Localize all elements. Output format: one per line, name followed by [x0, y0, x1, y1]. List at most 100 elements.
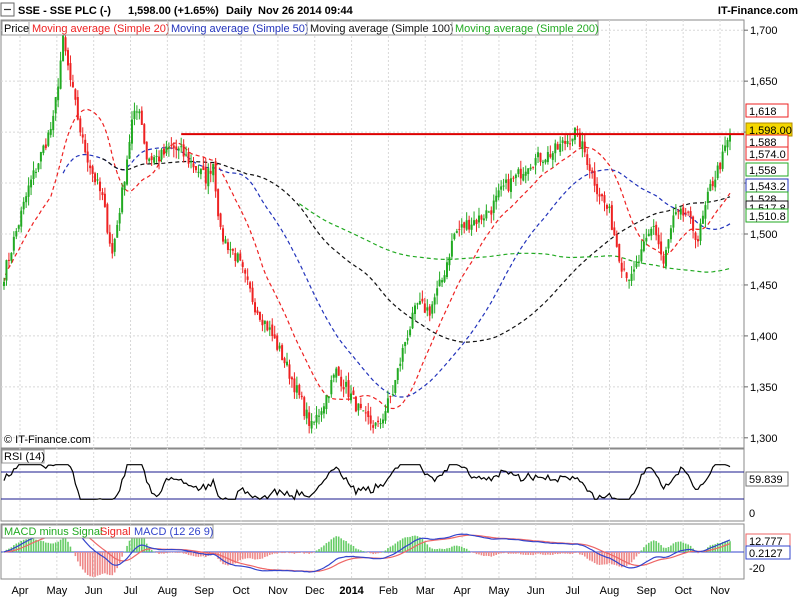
- price-candle: [42, 144, 45, 156]
- price-candle: [603, 191, 606, 212]
- price-candle: [367, 402, 370, 425]
- price-candle: [514, 173, 517, 186]
- x-tick-label: Jul: [566, 585, 580, 597]
- candle-body: [74, 89, 77, 100]
- candle-body: [618, 243, 621, 262]
- legend-ma50[interactable]: Moving average (Simple 50): [171, 23, 309, 35]
- timestamp-label: Nov 26 2014 09:44: [258, 5, 354, 17]
- macd-legend-hist[interactable]: MACD minus Signal: [4, 526, 102, 538]
- price-candle: [490, 206, 493, 224]
- macd-hist-bar: [57, 541, 59, 552]
- price-candle: [374, 422, 377, 429]
- candle-body: [445, 262, 448, 278]
- macd-hist-bar: [89, 552, 91, 577]
- candle-body: [650, 228, 653, 236]
- candle-body: [394, 380, 397, 393]
- price-candle: [273, 325, 276, 339]
- macd-hist-bar: [554, 552, 557, 554]
- price-candle: [505, 173, 508, 190]
- macd-hist-bar: [197, 552, 200, 557]
- candle-body: [342, 386, 345, 390]
- candle-body: [96, 179, 99, 181]
- macd-hist-bar: [468, 550, 470, 552]
- candle-body: [674, 212, 677, 215]
- collapse-icon[interactable]: [0, 2, 15, 17]
- price-candle: [701, 210, 704, 224]
- candle-body: [477, 215, 480, 223]
- price-candle: [453, 232, 456, 241]
- candle-body: [202, 165, 205, 171]
- price-candle: [310, 413, 313, 434]
- price-candle: [519, 160, 522, 185]
- price-candle: [94, 171, 97, 186]
- price-candle: [190, 154, 193, 169]
- candle-body: [620, 262, 623, 272]
- legend-ma200[interactable]: Moving average (Simple 200): [455, 23, 599, 35]
- price-candle: [433, 293, 436, 314]
- macd-hist-bar: [81, 552, 84, 570]
- price-candle: [655, 221, 658, 241]
- macd-hist-bar: [684, 543, 687, 552]
- legend-ma20[interactable]: Moving average (Simple 20): [32, 23, 170, 35]
- macd-hist-bar: [539, 552, 542, 555]
- price-candle: [172, 142, 175, 158]
- price-candle: [477, 207, 480, 229]
- price-candle: [135, 105, 138, 120]
- legend-price[interactable]: Price: [4, 23, 29, 35]
- candle-body: [350, 393, 353, 401]
- price-candle: [261, 314, 264, 332]
- price-candle: [111, 233, 114, 259]
- candle-body: [665, 249, 668, 267]
- macd-legend-macd[interactable]: MACD (12 26 9): [134, 526, 213, 538]
- price-candle: [15, 228, 18, 240]
- macd-hist-bar: [47, 542, 50, 552]
- macd-legend-signal[interactable]: Signal: [100, 526, 131, 538]
- price-candle: [231, 248, 234, 255]
- x-tick-label: Nov: [710, 585, 730, 597]
- macd-hist-bar: [601, 552, 603, 565]
- signal-last-tag: [745, 545, 791, 560]
- macd-hist-bar: [17, 542, 20, 552]
- candle-body: [655, 224, 658, 236]
- time-axis-labels: Apr May Jun Jul Aug Sep Oct Nov Dec 2014 Feb Mar Apr…: [11, 585, 730, 597]
- macd-hist-bar: [630, 552, 633, 563]
- macd-hist-bar: [278, 552, 281, 553]
- macd-hist-bar: [638, 552, 640, 554]
- price-candle: [281, 343, 284, 361]
- candle-body: [143, 124, 146, 144]
- legend-ma100[interactable]: Moving average (Simple 100): [310, 23, 454, 35]
- price-candle: [229, 241, 232, 258]
- x-tick-label: Mar: [416, 585, 435, 597]
- candle-body: [601, 194, 604, 197]
- interval-label: Daily: [226, 5, 253, 17]
- price-candle: [581, 132, 584, 158]
- price-candle: [199, 168, 202, 180]
- price-candle: [726, 137, 729, 156]
- macd-hist-bar: [625, 552, 628, 566]
- candle-body: [374, 422, 377, 426]
- price-candle: [569, 135, 572, 151]
- price-candle: [534, 153, 537, 175]
- macd-hist-bar: [131, 535, 133, 552]
- price-candle: [128, 134, 131, 159]
- macd-panel: MACD minus Signal Signal MACD (12 26 9) …: [1, 524, 791, 577]
- candle-body: [377, 420, 380, 423]
- price-candle: [10, 252, 13, 264]
- price-candle: [239, 249, 242, 261]
- rsi-legend[interactable]: RSI (14): [4, 451, 45, 463]
- candle-body: [123, 181, 126, 190]
- price-candle: [340, 369, 343, 392]
- macd-hist-bar: [303, 552, 306, 554]
- price-candle: [687, 210, 690, 216]
- candle-body: [401, 347, 404, 362]
- price-candle: [571, 138, 574, 147]
- candle-body: [492, 200, 495, 213]
- price-candle: [665, 246, 668, 270]
- macd-hist-bar: [716, 542, 719, 552]
- price-candle: [554, 139, 557, 163]
- candle-body: [689, 211, 692, 218]
- macd-line: [3, 524, 731, 573]
- macd-hist-bar: [94, 552, 96, 577]
- macd-hist-bar: [266, 552, 269, 557]
